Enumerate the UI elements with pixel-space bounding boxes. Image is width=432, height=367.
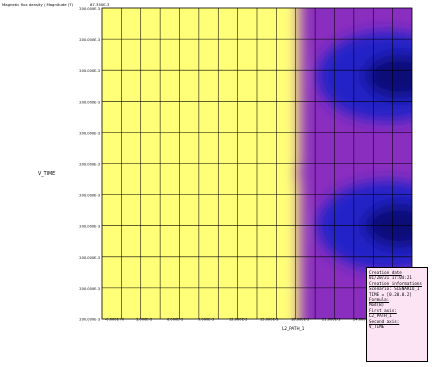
y-tick-label: 200.000E-3 <box>79 131 100 135</box>
y-tick-label: 200.000E-3 <box>79 7 100 11</box>
y-tick-label: 200.000E-3 <box>79 318 100 322</box>
info-line: 01/20/21 17:04:21 <box>369 275 412 281</box>
info-line: V_TIME <box>369 324 385 330</box>
x-tick-label: 3.000E-3 <box>136 318 152 322</box>
x-tick-label: 21.000E-3 <box>322 318 340 322</box>
x-tick-label: 9.000E-3 <box>198 318 214 322</box>
plot-frame <box>101 7 413 320</box>
x-tick-label: 18.000E-3 <box>291 318 309 322</box>
y-tick-label: 200.000E-3 <box>79 225 100 229</box>
title-tick: 87.350E-3 <box>90 2 110 7</box>
y-tick-label: 200.000E-3 <box>79 38 100 42</box>
x-tick-label: -0.000E+0 <box>105 318 125 322</box>
info-line: TIME = [0.20.0.2] <box>369 291 412 297</box>
x-tick-label: 6.000E-3 <box>167 318 183 322</box>
info-box: Creation date 01/20/21 17:04:21 Creation … <box>366 267 428 362</box>
info-line: L2_PATH_1 <box>369 313 392 319</box>
hotspot-layer <box>102 164 300 319</box>
y-tick-label: 200.000E-3 <box>79 100 100 104</box>
info-line: First axis: <box>369 307 397 313</box>
hotspot-layer <box>102 8 300 182</box>
cold-core <box>364 54 412 99</box>
chart-title: Magnetic flux density / Magnitude (T) <box>2 2 74 7</box>
x-tick-label: 15.000E-3 <box>260 318 278 322</box>
y-tick-label: 200.000E-3 <box>79 256 100 260</box>
x-axis-label: L2_PATH_1 <box>282 326 305 331</box>
y-tick-label: 200.000E-3 <box>79 69 100 73</box>
y-axis-label: V_TIME <box>38 171 55 177</box>
info-line: Mod(B) <box>369 302 385 308</box>
info-line: Formula: <box>369 297 390 303</box>
info-line: Second axis: <box>369 318 400 324</box>
info-line: Creation date <box>369 270 402 275</box>
y-tick-label: 200.000E-3 <box>79 163 100 167</box>
x-tick-label: 24.000E-3 <box>353 318 371 322</box>
y-tick-label: 200.000E-3 <box>79 287 100 291</box>
x-tick-label: 12.000E-3 <box>229 318 247 322</box>
y-tick-label: 200.000E-3 <box>79 194 100 198</box>
info-line: Scenario: SCENARIO_1 <box>369 286 420 292</box>
info-line: Creation informations <box>369 280 422 286</box>
